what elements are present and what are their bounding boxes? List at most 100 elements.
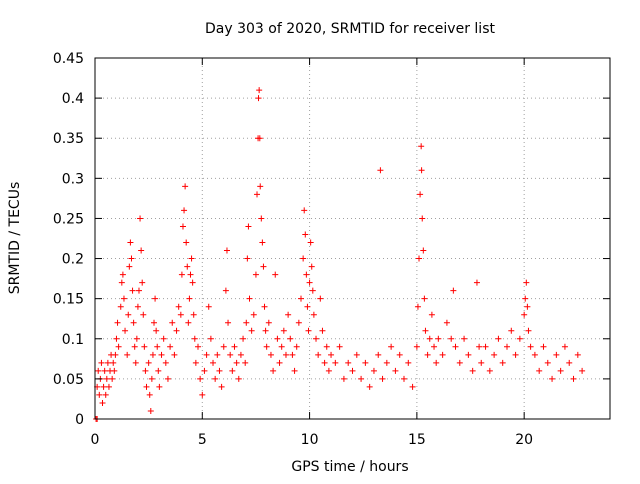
data-point [252, 271, 259, 278]
data-point [179, 223, 186, 230]
data-point [566, 359, 573, 366]
data-point [544, 359, 551, 366]
data-point [262, 327, 269, 334]
data-point [309, 287, 316, 294]
data-point [383, 359, 390, 366]
data-point [313, 335, 320, 342]
data-point [508, 327, 515, 334]
data-point [258, 215, 265, 222]
data-point [98, 359, 105, 366]
data-point [169, 319, 176, 326]
data-point [261, 303, 268, 310]
data-point [291, 367, 298, 374]
data-point [218, 383, 225, 390]
data-point [540, 343, 547, 350]
data-point [491, 351, 498, 358]
data-point [156, 383, 163, 390]
data-point [524, 303, 531, 310]
data-point [456, 359, 463, 366]
data-point [149, 351, 156, 358]
data-point [214, 351, 221, 358]
data-point [435, 335, 442, 342]
data-point [114, 319, 121, 326]
data-point [197, 375, 204, 382]
data-point [257, 183, 264, 190]
data-point [280, 327, 287, 334]
data-point [187, 271, 194, 278]
data-point [302, 231, 309, 238]
data-point [177, 311, 184, 318]
y-axis-label: SRMTID / TECUs [7, 182, 23, 295]
data-point [124, 351, 131, 358]
data-point [379, 375, 386, 382]
data-point [145, 359, 152, 366]
data-point [160, 335, 167, 342]
data-point [482, 343, 489, 350]
data-point [120, 295, 127, 302]
data-point [229, 367, 236, 374]
data-point [146, 391, 153, 398]
data-point [135, 287, 142, 294]
y-tick-label: 0.35 [53, 131, 84, 147]
data-point [448, 335, 455, 342]
data-point [443, 319, 450, 326]
data-point [126, 263, 133, 270]
data-point [263, 343, 270, 350]
data-point [306, 279, 313, 286]
data-point [250, 311, 257, 318]
data-point [147, 407, 154, 414]
data-point [225, 319, 232, 326]
data-point [340, 375, 347, 382]
grid-layer [95, 58, 610, 419]
data-point [439, 351, 446, 358]
x-axis-label: GPS time / hours [291, 459, 408, 475]
data-point [152, 295, 159, 302]
data-point [525, 327, 532, 334]
data-point [220, 343, 227, 350]
data-point [231, 343, 238, 350]
data-point [265, 319, 272, 326]
data-point [278, 343, 285, 350]
data-point [504, 343, 510, 350]
data-point [132, 359, 139, 366]
data-point [164, 375, 171, 382]
data-point [317, 295, 324, 302]
data-point [409, 383, 416, 390]
data-point [183, 239, 190, 246]
data-point [111, 367, 118, 374]
data-point [419, 215, 426, 222]
data-point [128, 255, 135, 262]
data-point [216, 367, 223, 374]
data-point [421, 295, 428, 302]
data-point [240, 335, 247, 342]
data-point [153, 327, 160, 334]
data-point [222, 287, 229, 294]
data-point [414, 303, 421, 310]
data-point [450, 287, 457, 294]
data-point [138, 247, 145, 254]
data-point [413, 343, 420, 350]
data-point [452, 343, 459, 350]
x-tick-label: 5 [198, 432, 207, 448]
data-point [162, 359, 169, 366]
data-point [375, 351, 382, 358]
data-point [553, 351, 560, 358]
y-tick-label: 0.15 [53, 292, 84, 308]
y-tick-label: 0.05 [53, 372, 84, 388]
data-point [315, 351, 322, 358]
data-point [173, 327, 180, 334]
data-point [512, 351, 519, 358]
data-point [308, 263, 315, 270]
data-point [328, 351, 335, 358]
data-point [420, 247, 427, 254]
data-point [95, 367, 102, 374]
data-point [223, 247, 230, 254]
data-point [155, 367, 162, 374]
data-point [167, 343, 174, 350]
data-point [478, 359, 485, 366]
y-tick-label: 0.1 [62, 332, 84, 348]
data-point [274, 335, 281, 342]
data-point [141, 343, 148, 350]
data-point [242, 359, 249, 366]
